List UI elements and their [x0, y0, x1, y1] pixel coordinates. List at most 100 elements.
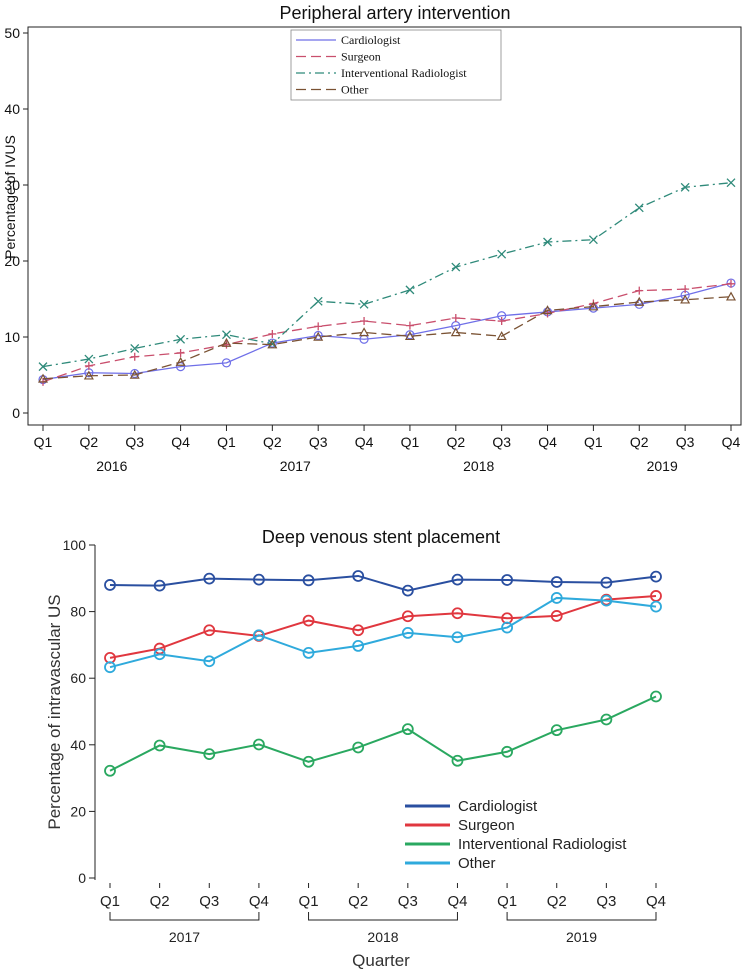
chart1-legend-label: Cardiologist: [341, 33, 401, 47]
chart2-year-bracket: [506, 912, 657, 921]
chart1-ytick-label: 20: [4, 253, 20, 269]
chart1-series-interventional-radiologist: [38, 178, 736, 372]
chart2-xtick-label: Q4: [447, 893, 467, 910]
chart1-point-surgeon: [727, 279, 735, 288]
chart1-point-other: [221, 337, 232, 347]
chart2-point-surgeon: [451, 607, 464, 620]
chart2-point-cardiologist: [401, 584, 414, 597]
chart2-series-other: [104, 592, 662, 674]
chart2-point-other: [550, 592, 563, 604]
chart1-point-interventional-radiologist: [634, 203, 644, 213]
chart1-ytick-label: 30: [4, 177, 20, 193]
chart2-line-interventional-radiologist: [109, 695, 657, 772]
chart2-xtick-label: Q3: [398, 893, 418, 910]
chart2-year-label: 2018: [367, 929, 398, 945]
chart1-point-surgeon: [84, 361, 93, 370]
chart2-point-surgeon: [203, 624, 216, 637]
chart2-line-surgeon: [109, 594, 657, 659]
chart1-point-other: [542, 305, 553, 315]
chart1-point-other: [313, 331, 324, 341]
chart1-xtick-label: Q4: [538, 434, 557, 450]
chart1-point-interventional-radiologist: [222, 330, 231, 340]
chart1-point-interventional-radiologist: [313, 296, 323, 306]
chart2-point-cardiologist: [104, 579, 116, 591]
chart1-point-other: [267, 339, 278, 349]
chart2-legend-label: Cardiologist: [458, 798, 538, 815]
chart1-point-surgeon: [130, 352, 139, 361]
chart2-point-interventional-radiologist: [401, 723, 414, 736]
chart2-point-cardiologist: [550, 576, 563, 588]
chart2-title: Deep venous stent placement: [262, 527, 500, 547]
chart1-ylabel: Percentage of IVUS: [2, 135, 18, 259]
chart1-xtick-label: Q3: [492, 434, 511, 450]
chart2-series-interventional-radiologist: [104, 690, 662, 777]
chart1-point-other: [37, 373, 49, 383]
chart2-point-cardiologist: [302, 574, 315, 587]
chart2-series-surgeon: [104, 590, 662, 664]
chart1-point-surgeon: [635, 286, 644, 295]
chart2-point-surgeon: [302, 614, 315, 627]
chart1-point-other: [496, 331, 507, 341]
chart2-point-cardiologist: [352, 570, 365, 582]
chart1-point-other: [83, 370, 94, 380]
chart1-point-cardiologist: [221, 358, 232, 368]
chart2-point-cardiologist: [253, 573, 265, 586]
chart1-xtick-label: Q4: [171, 434, 190, 450]
chart1-xtick-label: Q3: [309, 434, 328, 450]
chart2-xlabel: Quarter: [352, 951, 410, 970]
chart1-point-interventional-radiologist: [38, 362, 48, 372]
chart1-point-cardiologist: [313, 330, 323, 341]
chart2-ytick-label: 40: [70, 737, 86, 753]
chart2-point-interventional-radiologist: [501, 745, 513, 758]
chart1-line-surgeon: [42, 283, 732, 383]
chart1-point-interventional-radiologist: [680, 182, 690, 192]
chart1-xtick-label: Q2: [80, 434, 99, 450]
chart1-xtick-label: Q4: [722, 434, 741, 450]
chart1-ytick-label: 0: [12, 405, 20, 421]
chart1-legend-label: Other: [341, 83, 368, 97]
chart2-point-other: [401, 627, 414, 639]
chart1-title: Peripheral artery intervention: [279, 3, 510, 23]
chart1-point-interventional-radiologist: [405, 285, 415, 295]
chart1-xtick-label: Q1: [584, 434, 603, 450]
chart1-xtick-label: Q1: [217, 434, 236, 450]
chart2-point-other: [352, 639, 365, 652]
chart1-line-cardiologist: [42, 282, 732, 381]
chart2-point-cardiologist: [501, 574, 513, 586]
chart1-year-label: 2017: [280, 458, 311, 474]
chart1-xtick-label: Q2: [446, 434, 465, 450]
chart1-point-surgeon: [314, 322, 323, 331]
chart1-line-other: [42, 296, 732, 380]
chart2-point-other: [501, 621, 513, 634]
chart1-point-interventional-radiologist: [543, 237, 552, 247]
chart2-year-label: 2019: [566, 929, 597, 945]
chart1-xtick-label: Q3: [125, 434, 144, 450]
chart2-xtick-label: Q3: [596, 893, 616, 910]
chart2-point-interventional-radiologist: [550, 724, 563, 737]
chart2-legend-label: Interventional Radiologist: [458, 836, 627, 853]
chart2-point-other: [253, 629, 265, 642]
chart1-legend-label: Surgeon: [341, 50, 381, 64]
chart2-ytick-label: 20: [70, 803, 86, 819]
chart1-point-other: [725, 291, 737, 301]
chart2-ylabel: Percentage of intravascular US: [45, 594, 64, 829]
chart2-point-cardiologist: [650, 570, 662, 583]
chart2-point-other: [203, 655, 216, 668]
chart2-point-cardiologist: [451, 573, 464, 586]
chart1-series-other: [37, 291, 737, 383]
chart1-legend-label: Interventional Radiologist: [341, 66, 467, 80]
chart2-point-other: [451, 631, 464, 644]
chart1-year-label: 2019: [647, 458, 678, 474]
chart1-point-surgeon: [451, 314, 460, 322]
chart2-point-interventional-radiologist: [203, 748, 216, 761]
chart1-point-interventional-radiologist: [84, 354, 94, 364]
chart1-point-interventional-radiologist: [588, 235, 598, 245]
chart2-point-interventional-radiologist: [451, 754, 464, 767]
chart2-point-other: [650, 600, 662, 613]
chart1-xtick-label: Q1: [401, 434, 420, 450]
chart1-point-interventional-radiologist: [130, 343, 140, 353]
chart2-ytick-label: 100: [63, 537, 87, 553]
chart2-point-cardiologist: [153, 579, 166, 592]
chart1-point-surgeon: [176, 348, 185, 357]
chart2-point-surgeon: [550, 610, 563, 622]
